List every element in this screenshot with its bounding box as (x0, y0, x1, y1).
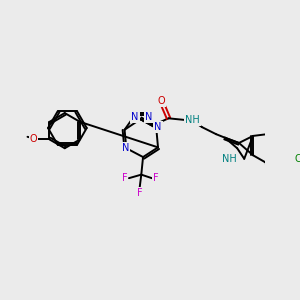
Text: O: O (30, 134, 38, 144)
Text: F: F (137, 188, 142, 198)
Text: F: F (122, 173, 128, 183)
Text: N: N (131, 112, 139, 122)
Text: NH: NH (185, 115, 200, 125)
Text: N: N (154, 122, 162, 132)
Text: N: N (122, 143, 129, 153)
Text: O: O (158, 96, 165, 106)
Text: F: F (153, 173, 159, 183)
Text: N: N (145, 112, 152, 122)
Text: Cl: Cl (294, 154, 300, 164)
Text: NH: NH (222, 154, 237, 164)
